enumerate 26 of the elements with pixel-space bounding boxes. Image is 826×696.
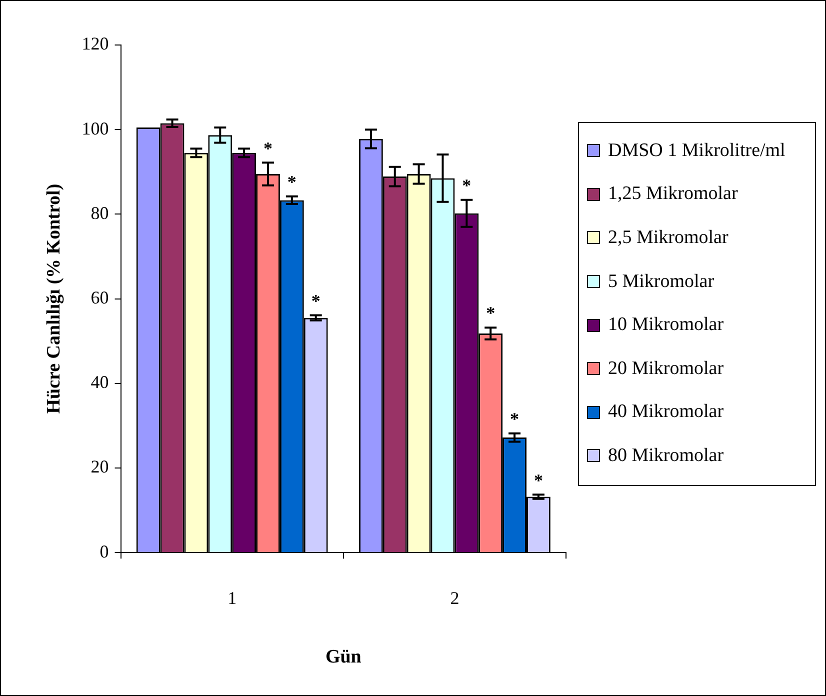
y-tick-label: 100 (82, 118, 109, 138)
legend-label: 10 Mikromolar (608, 314, 724, 336)
y-tick-label: 40 (90, 372, 109, 392)
data-label: * (263, 138, 272, 158)
x-tick-label: 1 (228, 588, 237, 608)
legend-label: 5 Mikromolar (608, 270, 714, 293)
y-tick-label: 80 (90, 202, 109, 223)
y-tick-label: 120 (82, 34, 109, 54)
data-label: * (311, 290, 320, 311)
x-axis-title: Gün (325, 646, 362, 668)
legend-label: 40 Mikromolar (608, 401, 724, 424)
data-label: * (462, 175, 472, 196)
y-tick-label: 20 (90, 456, 109, 477)
data-label: * (534, 470, 543, 490)
y-tick-label: 0 (100, 541, 109, 562)
y-tick-label: 60 (90, 288, 109, 308)
legend-label: 1,25 Mikromolar (608, 183, 738, 206)
data-label: * (510, 408, 520, 429)
legend-label: 2,5 Mikromolar (608, 226, 728, 249)
x-tick-label: 2 (450, 588, 460, 608)
legend-label: 80 Mikromolar (608, 444, 724, 467)
y-axis-title: Hücre Canlılığı (% Kontrol) (43, 184, 64, 414)
legend-label: DMSO 1 Mikrolitre/ml (608, 140, 786, 162)
data-label: * (287, 172, 296, 192)
data-label: * (486, 303, 496, 324)
legend-label: 20 Mikromolar (608, 358, 724, 380)
